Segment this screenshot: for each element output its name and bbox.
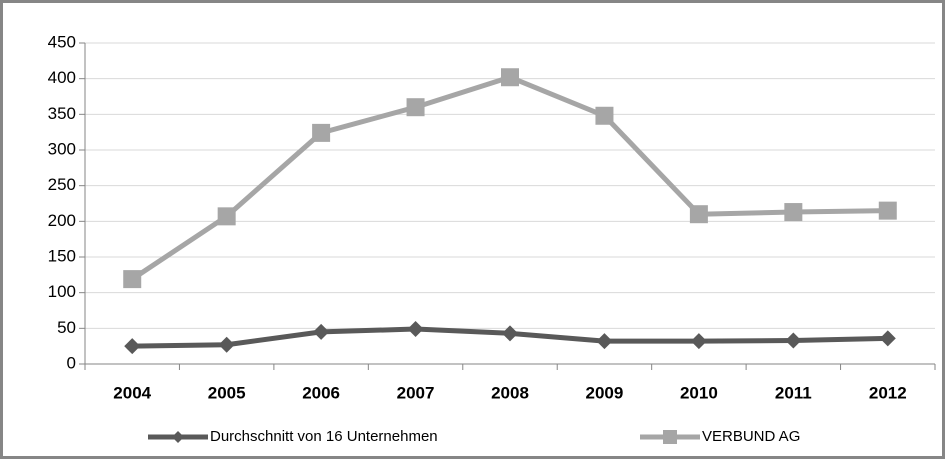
marker <box>663 430 677 444</box>
marker <box>406 98 425 117</box>
x-tick-label: 2008 <box>491 383 529 402</box>
x-tick-label: 2006 <box>302 383 340 402</box>
y-tick-label: 200 <box>48 211 76 230</box>
y-tick-label: 100 <box>48 282 76 301</box>
legend-label: Durchschnitt von 16 Unternehmen <box>210 428 438 445</box>
y-tick-label: 450 <box>48 32 76 51</box>
y-tick-label: 50 <box>57 318 76 337</box>
y-tick-label: 250 <box>48 175 76 194</box>
marker <box>312 123 331 142</box>
x-tick-label: 2009 <box>586 383 624 402</box>
x-tick-label: 2010 <box>680 383 718 402</box>
marker <box>595 106 614 125</box>
marker <box>502 325 518 342</box>
marker <box>123 270 142 289</box>
y-tick-label: 0 <box>67 353 76 372</box>
marker <box>690 333 707 350</box>
marker <box>172 431 184 443</box>
y-tick-label: 400 <box>48 68 76 87</box>
marker <box>313 323 330 340</box>
y-tick-label: 300 <box>48 139 76 158</box>
x-tick-label: 2004 <box>113 383 151 402</box>
marker <box>217 207 236 226</box>
marker <box>124 338 141 355</box>
marker <box>596 333 613 350</box>
y-tick-label: 150 <box>48 246 76 265</box>
y-tick-label: 350 <box>48 104 76 123</box>
x-tick-label: 2005 <box>208 383 246 402</box>
x-tick-label: 2012 <box>869 383 907 402</box>
marker <box>407 321 424 338</box>
legend-label: VERBUND AG <box>702 428 800 445</box>
marker <box>879 330 896 347</box>
marker <box>218 336 235 353</box>
marker <box>878 201 897 220</box>
marker <box>501 68 519 87</box>
marker <box>785 332 802 349</box>
marker <box>689 205 708 224</box>
marker <box>784 203 803 222</box>
x-tick-label: 2011 <box>775 383 812 402</box>
x-tick-label: 2007 <box>397 383 435 402</box>
